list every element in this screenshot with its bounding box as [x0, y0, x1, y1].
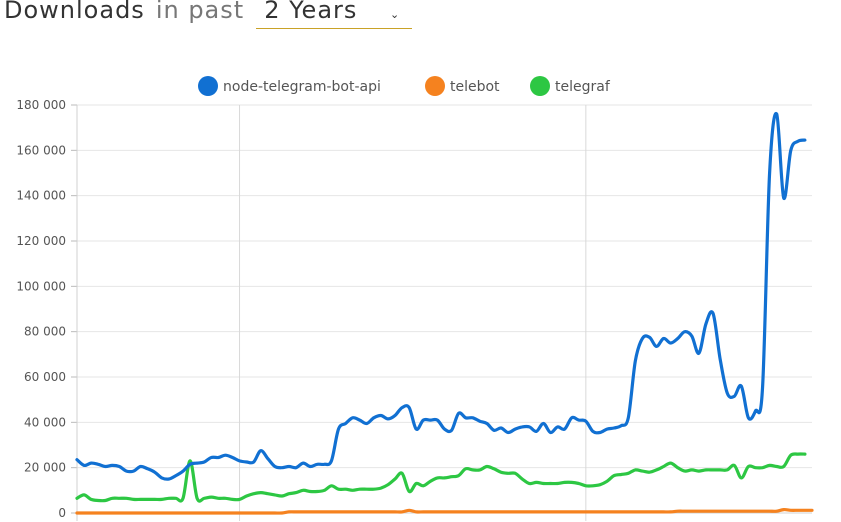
y-tick-label: 140 000 — [16, 189, 66, 203]
y-tick-label: 80 000 — [24, 325, 66, 339]
y-tick-label: 40 000 — [24, 415, 66, 429]
series-line-node-telegram-bot-api — [75, 111, 807, 481]
downloads-header: Downloads in past 2 Years ⌄ — [4, 0, 413, 34]
y-tick-label: 0 — [58, 506, 66, 520]
y-tick-label: 180 000 — [16, 98, 66, 112]
y-tick-label: 20 000 — [24, 461, 66, 475]
series-line-telegraf — [75, 452, 807, 503]
period-value: 2 Years — [264, 0, 358, 24]
y-tick-label: 60 000 — [24, 370, 66, 384]
period-select[interactable]: 2 Years ⌄ — [256, 0, 413, 29]
legend-label-telebot: telebot — [450, 79, 500, 95]
legend-label-node-telegram-bot-api: node-telegram-bot-api — [223, 79, 381, 95]
legend-marker-telebot — [425, 76, 445, 96]
y-tick-label: 160 000 — [16, 143, 66, 157]
y-tick-label: 120 000 — [16, 234, 66, 248]
series-line-telebot — [75, 507, 814, 515]
chevron-down-icon: ⌄ — [389, 8, 401, 21]
legend-marker-telegraf — [530, 76, 550, 96]
downloads-title: Downloads — [4, 0, 145, 24]
y-tick-label: 100 000 — [16, 279, 66, 293]
in-past-label: in past — [155, 0, 245, 24]
legend-label-telegraf: telegraf — [555, 79, 611, 95]
legend-marker-node-telegram-bot-api — [198, 76, 218, 96]
